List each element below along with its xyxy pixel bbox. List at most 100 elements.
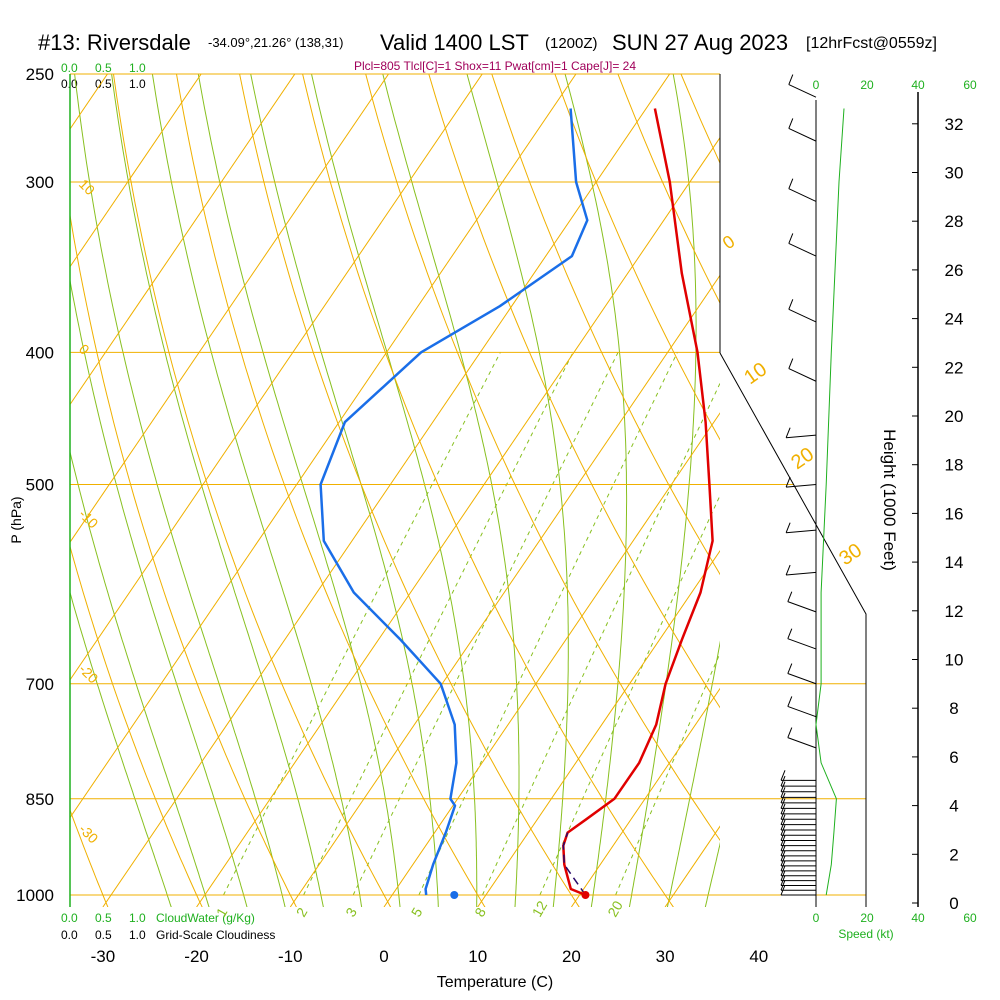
x-tick-label: 30 — [656, 947, 675, 966]
cloud-scale-bottom: 0.0 0.5 1.0 CloudWater (g/Kg) 0.0 0.5 1.… — [61, 911, 275, 942]
cloud-scale-top-green-1: 0.5 — [95, 61, 112, 75]
mixing-ratio-label: 3 — [342, 905, 360, 920]
pressure-tick-label: 250 — [26, 65, 54, 84]
wind-barb-flag — [788, 178, 794, 189]
parcel-path-line — [562, 832, 587, 896]
pressure-tick-label: 400 — [26, 343, 54, 362]
moist-adiabat — [70, 449, 210, 907]
dry-adiabat — [239, 74, 580, 907]
mixing-ratio-label: 5 — [408, 905, 426, 920]
x-tick-label: -10 — [278, 947, 303, 966]
dry-adiabat — [969, 25, 1000, 924]
pressure-axis: 250 300 400 500 700 850 1000 — [16, 65, 54, 905]
moist-adiabats — [70, 25, 959, 924]
wind-barb-flag — [787, 696, 793, 707]
moist-adiabat — [111, 74, 324, 907]
wind-barb — [786, 571, 817, 576]
wind-barb-flag — [780, 798, 786, 809]
isotherm-label: 0 — [76, 341, 93, 358]
wind-speed-tick-label: 0 — [813, 911, 820, 925]
mixing-ratio-line — [418, 352, 678, 896]
y-axis-label: P (hPa) — [8, 496, 24, 543]
cloud-scale-top-black-2: 1.0 — [129, 77, 146, 91]
x-axis-label: Temperature (C) — [437, 974, 553, 991]
cloudwater-label: CloudWater (g/Kg) — [156, 911, 255, 925]
wind-barb-flag — [785, 522, 791, 533]
cloudiness-label: Grid-Scale Cloudiness — [156, 928, 275, 942]
wind-barb — [788, 188, 817, 202]
wind-barb-flag — [788, 233, 794, 244]
mixing-ratio-line — [482, 382, 720, 896]
isotherm--80 — [70, 74, 202, 268]
potential-temperature-label: 20 — [787, 443, 818, 474]
dry-adiabat — [112, 74, 392, 907]
moist-adiabat — [739, 25, 959, 924]
chart-title-date: SUN 27 Aug 2023 — [612, 30, 788, 55]
dry-adiabat — [70, 808, 109, 907]
chart-title-valid: Valid 1400 LST — [380, 30, 529, 55]
wind-barb-flag — [780, 792, 786, 804]
wind-speed-tick-label: 0 — [813, 78, 820, 92]
height-tick-label: 24 — [945, 310, 964, 329]
surface-temperature-marker — [581, 891, 590, 899]
mixing-ratio-label: 20 — [604, 898, 626, 920]
chart-title-coords: -34.09°,21.26° (138,31) — [208, 35, 343, 50]
cloud-scale-bottom-green-0: 0.0 — [61, 911, 78, 925]
isotherm-50 — [853, 50, 1000, 907]
dry-adiabat — [70, 212, 297, 907]
height-tick-label: 16 — [945, 504, 964, 523]
dry-adiabat — [70, 544, 203, 907]
potential-temperature-label: 10 — [740, 358, 771, 389]
height-tick-label: 30 — [945, 164, 964, 183]
wind-barb — [788, 242, 817, 257]
wind-barb — [786, 484, 817, 488]
wind-speed-tick-label: 40 — [911, 78, 925, 92]
moist-adiabat — [628, 74, 697, 907]
height-tick-label: 12 — [945, 602, 964, 621]
potential-temperature-label: 0 — [719, 231, 739, 253]
potential-temperature-label: 30 — [835, 539, 866, 570]
wind-speed-tick-label: 60 — [963, 911, 977, 925]
dry-adiabat — [846, 25, 1000, 924]
height-tick-label: 18 — [945, 456, 964, 475]
dry-adiabat — [617, 74, 720, 305]
isotherm--70 — [70, 74, 296, 406]
height-tick-label: 4 — [949, 797, 958, 816]
isotherm-0 — [383, 412, 720, 907]
cloud-scale-top-green-2: 1.0 — [129, 61, 146, 75]
wind-barb-flag — [787, 628, 793, 639]
height-tick-label: 14 — [945, 553, 964, 572]
pressure-tick-label: 700 — [26, 675, 54, 694]
wind-barb — [786, 529, 817, 534]
isotherm-10 — [477, 549, 720, 907]
isotherm-40 — [759, 50, 1000, 907]
dry-adiabat — [302, 74, 674, 907]
height-axis-label: Height (1000 Feet) — [880, 429, 899, 571]
mixing-ratio-label: 8 — [471, 905, 489, 920]
wind-barb-flag — [780, 787, 786, 798]
moist-adiabat — [74, 74, 286, 907]
wind-barb — [788, 84, 817, 98]
pressure-tick-label: 850 — [26, 790, 54, 809]
moist-adiabat — [70, 277, 248, 907]
moist-adiabat — [564, 74, 628, 907]
moist-adiabat — [197, 74, 401, 907]
wind-speed-label: Speed (kt) — [838, 927, 893, 941]
dry-adiabat — [554, 74, 720, 441]
height-tick-label: 20 — [945, 407, 964, 426]
mixing-ratio-label: 12 — [529, 898, 551, 920]
cloud-scale-bottom-black-0: 0.0 — [61, 928, 78, 942]
wind-barb-flag — [787, 591, 793, 602]
dry-adiabat — [175, 74, 486, 907]
wind-barb-flag — [780, 781, 786, 792]
moist-adiabat — [466, 74, 569, 907]
chart-title-forecast: [12hrFcst@0559z] — [806, 35, 937, 52]
mixing-ratio-line — [615, 652, 720, 896]
pressure-tick-label: 1000 — [16, 886, 54, 905]
isotherm-20 — [570, 687, 720, 907]
mixing-ratio-lines — [223, 352, 720, 896]
moist-adiabat — [310, 74, 478, 907]
